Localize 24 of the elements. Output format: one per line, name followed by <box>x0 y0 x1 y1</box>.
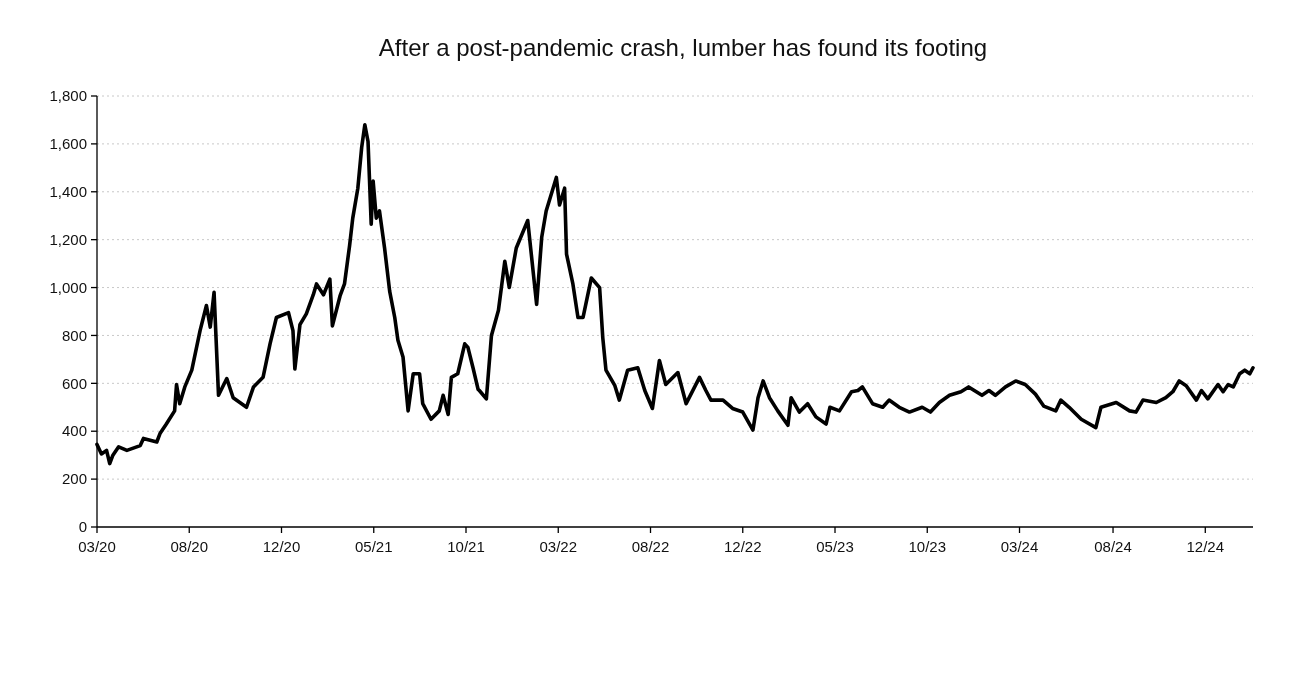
x-tick-label: 12/20 <box>262 538 301 555</box>
x-tick-label: 03/22 <box>539 538 578 555</box>
x-tick-label: 12/22 <box>723 538 762 555</box>
x-tick-label: 05/21 <box>354 538 393 555</box>
chart-title: After a post-pandemic crash, lumber has found its footing <box>378 34 988 61</box>
y-tick-label: 1,400 <box>49 183 87 201</box>
x-tick-label: 10/21 <box>447 538 485 555</box>
y-tick-label: 1,200 <box>49 230 87 248</box>
x-tick-label: 08/22 <box>631 538 670 555</box>
y-tick-label: 1,600 <box>49 135 87 153</box>
x-tick-label: 05/23 <box>816 538 854 555</box>
x-tick-label: 08/24 <box>1094 538 1132 555</box>
y-tick-label: 200 <box>61 470 87 488</box>
x-tick-label: 03/24 <box>1000 538 1039 555</box>
y-tick-label: 800 <box>61 326 87 344</box>
x-tick-label: 08/20 <box>170 538 209 555</box>
y-tick-label: 1,000 <box>49 278 87 296</box>
y-tick-label: 400 <box>61 422 87 440</box>
y-tick-label: 600 <box>61 374 87 392</box>
y-tick-label: 0 <box>78 518 87 536</box>
x-tick-label: 10/23 <box>908 538 947 555</box>
y-tick-label: 1,800 <box>49 87 87 105</box>
x-tick-label: 03/20 <box>78 538 116 555</box>
x-tick-label: 12/24 <box>1186 538 1225 555</box>
